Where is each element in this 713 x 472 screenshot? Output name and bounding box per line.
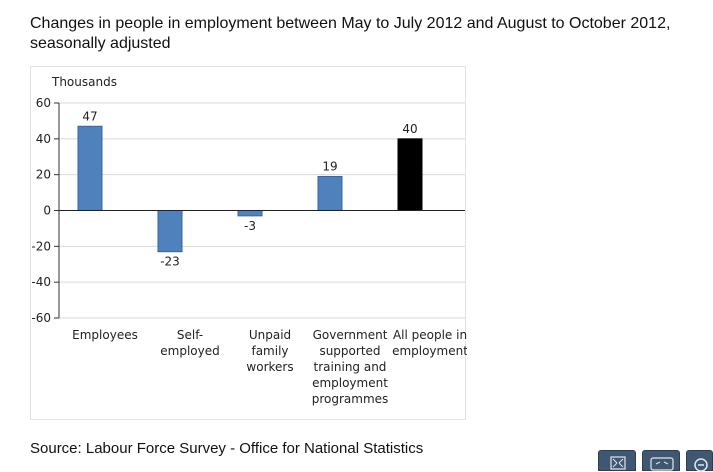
chart-panel: Thousands 60 40 20 0 -20 -40 -60 47 Employees -23… [30,66,467,420]
category-label: employed [160,344,219,358]
zoom-out-icon [694,458,708,472]
y-tick-label: 40 [36,132,51,146]
category-label: Self- [177,328,203,342]
category-label: supported [319,344,380,358]
data-label: 40 [402,122,417,136]
bar [157,210,183,253]
expand-button[interactable] [598,450,636,471]
embed-icon [650,457,674,471]
y-tick-label: 0 [43,204,51,218]
data-label: -23 [160,255,180,269]
bar [317,175,343,212]
category-label: family [251,344,288,358]
y-tick-label: -20 [31,239,51,253]
category-label: employment [312,376,388,390]
bar-chart: 60 40 20 0 -20 -40 -60 47 Employees -23 Self-emplo… [31,96,467,406]
category-label: All people in [393,328,467,342]
embed-button[interactable] [642,450,680,471]
data-label: 19 [322,159,337,173]
chart-toolbar [598,450,713,472]
data-label: 47 [82,109,97,123]
category-label: Employees [72,328,138,342]
bar [77,125,103,212]
chart-title: Changes in people in employment between … [30,15,671,52]
category-label: employment [392,344,467,358]
y-tick-label: 60 [36,96,51,110]
category-label: training and [314,360,387,374]
data-label: -3 [244,219,256,233]
y-tick-label: -40 [31,275,51,289]
source-note: Source: Labour Force Survey - Office for… [30,440,424,457]
bar [397,138,423,211]
y-tick-label: -60 [31,311,51,325]
y-axis-units-label: Thousands [52,75,117,89]
y-tick-label: 20 [36,168,51,182]
category-label: programmes [312,392,389,406]
bar [237,210,263,217]
category-label: Government [313,328,388,342]
category-label: Unpaid [249,328,291,342]
category-label: workers [246,360,293,374]
expand-icon [610,456,626,470]
zoom-out-button[interactable] [686,450,713,472]
